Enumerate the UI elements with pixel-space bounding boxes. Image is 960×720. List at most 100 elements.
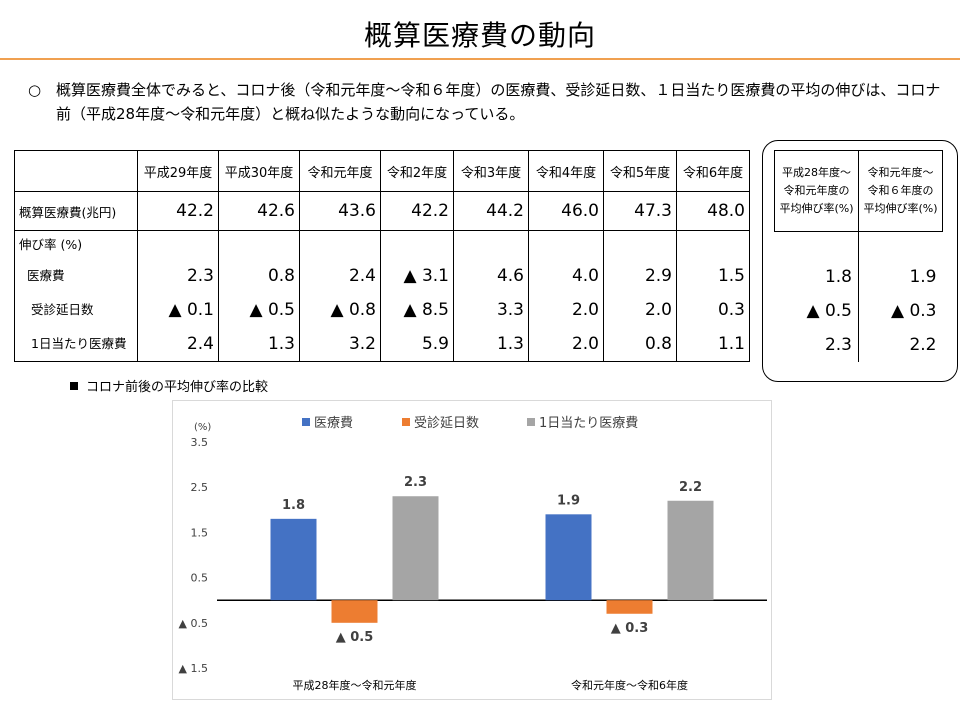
x-category-label: 平成28年度～令和元年度 xyxy=(293,678,417,692)
bar xyxy=(545,514,592,601)
y-tick-label: ▲ 1.5 xyxy=(179,662,208,675)
year-header: 令和4年度 xyxy=(528,150,604,192)
average-cell: 1.9 xyxy=(909,267,937,287)
average-cell: 2.2 xyxy=(909,335,937,355)
year-header: 令和2年度 xyxy=(380,150,454,192)
growth-cell: 3.2 xyxy=(348,334,376,354)
average-cell: 1.8 xyxy=(824,267,852,287)
growth-cell: 2.0 xyxy=(571,300,599,320)
year-header: 平成30年度 xyxy=(218,150,300,192)
y-tick-label: 1.5 xyxy=(191,526,209,539)
medical-cost-table: 平成29年度 平成30年度 令和元年度 令和2年度 令和3年度 令和4年度 令和… xyxy=(14,150,750,362)
growth-cell: 1.5 xyxy=(717,266,745,286)
total-cost-cell: 44.2 xyxy=(453,191,529,231)
legend-swatch xyxy=(527,418,535,426)
data-label: 2.3 xyxy=(404,475,427,490)
growth-cell: 4.6 xyxy=(496,266,524,286)
growth-cell: ▲ 0.8 xyxy=(330,300,376,320)
growth-cell: 3.3 xyxy=(496,300,524,320)
legend-label: 1日当たり医療費 xyxy=(539,416,638,431)
data-label: 1.8 xyxy=(282,498,305,513)
data-label: 2.2 xyxy=(679,480,702,495)
row-label: 医療費 xyxy=(27,268,65,283)
header-line: 平均伸び率(%) xyxy=(779,202,854,215)
average-cell: ▲ 0.3 xyxy=(890,301,937,321)
bar xyxy=(270,518,317,601)
y-tick-label: 2.5 xyxy=(191,481,209,494)
growth-cell: ▲ 3.1 xyxy=(403,266,449,286)
total-cost-cell: 43.6 xyxy=(299,191,381,231)
average-cell: 2.3 xyxy=(824,335,852,355)
y-tick-label: 0.5 xyxy=(191,572,209,585)
growth-cell: ▲ 0.1 xyxy=(168,300,214,320)
bar xyxy=(392,496,439,601)
post-covid-header: 令和元年度～ 令和６年度の 平均伸び率(%) xyxy=(858,150,943,232)
growth-cell: 2.0 xyxy=(571,334,599,354)
growth-comparison-chart: 医療費 受診延日数 1日当たり医療費 (%) 3.5 2.5 1.5 0.5 ▲ 0.5 ▲ … xyxy=(172,400,772,700)
growth-cell: 2.0 xyxy=(644,300,672,320)
total-cost-cell: 42.2 xyxy=(137,191,219,231)
legend-label: 医療費 xyxy=(314,416,353,431)
post-covid-values: 1.9 ▲ 0.3 2.2 xyxy=(858,231,943,362)
year-header: 令和6年度 xyxy=(676,150,750,192)
growth-column: 2.9 2.0 0.8 xyxy=(603,230,677,362)
header-line: 令和元年度の xyxy=(783,184,850,197)
chart-bars: 1.8 ▲ 0.5 2.3 1.9 ▲ 0.3 2.2 xyxy=(217,475,767,645)
growth-cell: ▲ 8.5 xyxy=(403,300,449,320)
row-label: 1日当たり医療費 xyxy=(31,336,127,351)
year-header: 令和元年度 xyxy=(299,150,381,192)
y-tick-label: 3.5 xyxy=(191,436,209,449)
section-label: コロナ前後の平均伸び率の比較 xyxy=(86,380,269,395)
table-corner xyxy=(14,150,138,192)
pre-covid-header: 平成28年度～ 令和元年度の 平均伸び率(%) xyxy=(774,150,859,232)
growth-column: 0.8 ▲ 0.5 1.3 xyxy=(218,230,300,362)
total-cost-cell: 46.0 xyxy=(528,191,604,231)
growth-cell: 0.8 xyxy=(267,266,295,286)
total-cost-label: 概算医療費(兆円) xyxy=(14,191,138,231)
legend-swatch xyxy=(402,418,410,426)
total-cost-cell: 42.6 xyxy=(218,191,300,231)
lead-bullet: ○ xyxy=(28,81,42,99)
growth-cell: 2.9 xyxy=(644,266,672,286)
growth-column: 2.3 ▲ 0.1 2.4 xyxy=(137,230,219,362)
header-line: 平成28年度～ xyxy=(782,166,851,179)
growth-cell: ▲ 0.5 xyxy=(249,300,295,320)
average-growth-bracket xyxy=(762,140,958,382)
pre-covid-values: 1.8 ▲ 0.5 2.3 xyxy=(774,231,859,362)
total-cost-cell: 48.0 xyxy=(676,191,750,231)
header-line: 令和元年度～ xyxy=(867,166,934,179)
average-cell: ▲ 0.5 xyxy=(806,301,852,321)
chart-section-heading: コロナ前後の平均伸び率の比較 xyxy=(70,376,268,395)
lead-text: 概算医療費全体でみると、コロナ後（令和元年度～令和６年度）の医療費、受診延日数、… xyxy=(56,81,941,123)
x-category-label: 令和元年度～令和6年度 xyxy=(571,678,688,692)
row-label: 受診延日数 xyxy=(31,302,94,317)
year-header: 令和3年度 xyxy=(453,150,529,192)
header-line: 令和６年度の xyxy=(867,184,934,197)
average-growth-table: 平成28年度～ 令和元年度の 平均伸び率(%) 令和元年度～ 令和６年度の 平均… xyxy=(774,150,943,362)
growth-column: 2.4 ▲ 0.8 3.2 xyxy=(299,230,381,362)
growth-cell: 0.3 xyxy=(717,300,745,320)
bar xyxy=(331,600,378,623)
growth-cell: 4.0 xyxy=(571,266,599,286)
lead-paragraph: ○ 概算医療費全体でみると、コロナ後（令和元年度～令和６年度）の医療費、受診延日… xyxy=(28,78,943,126)
legend-label: 受診延日数 xyxy=(414,415,479,431)
year-header: 平成29年度 xyxy=(137,150,219,192)
growth-labels: 伸び率 (%) 医療費 受診延日数 1日当たり医療費 xyxy=(14,230,138,362)
growth-cell: 2.4 xyxy=(186,334,214,354)
growth-cell: 0.8 xyxy=(644,334,672,354)
growth-column: ▲ 3.1 ▲ 8.5 5.9 xyxy=(380,230,454,362)
year-header: 令和5年度 xyxy=(603,150,677,192)
growth-heading: 伸び率 (%) xyxy=(19,237,83,252)
y-axis-unit: (%) xyxy=(194,422,211,433)
square-bullet-icon xyxy=(70,382,78,390)
data-label: 1.9 xyxy=(557,493,580,508)
growth-cell: 1.3 xyxy=(267,334,295,354)
bar xyxy=(606,600,653,614)
data-label: ▲ 0.5 xyxy=(336,630,374,645)
growth-cell: 1.1 xyxy=(717,334,745,354)
chart-legend: 医療費 受診延日数 1日当たり医療費 xyxy=(302,415,638,431)
data-label: ▲ 0.3 xyxy=(611,621,649,636)
bar xyxy=(667,500,714,601)
growth-cell: 5.9 xyxy=(421,334,449,354)
legend-swatch xyxy=(302,418,310,426)
